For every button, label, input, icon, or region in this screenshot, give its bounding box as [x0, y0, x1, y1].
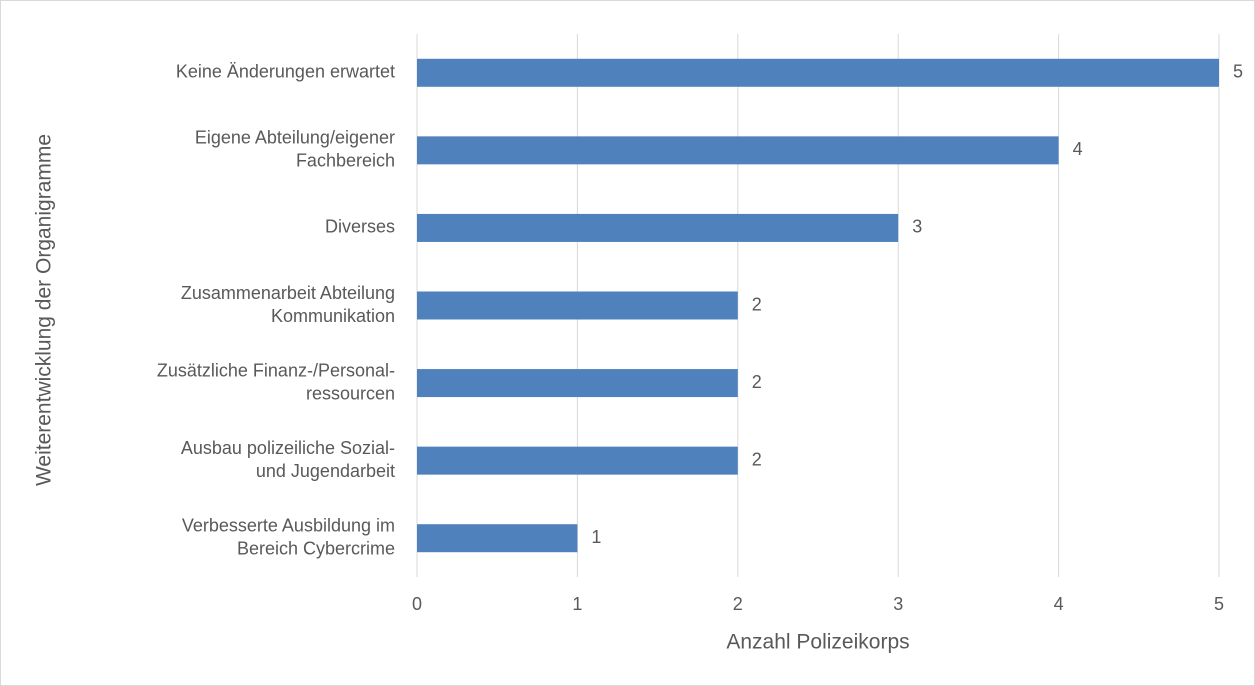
x-axis-title: Anzahl Polizeikorps [726, 631, 909, 654]
x-tick-label: 3 [893, 594, 903, 614]
bar [417, 213, 899, 242]
y-tick-label: Zusammenarbeit Abteilung [181, 283, 395, 303]
y-tick-label: Keine Änderungen erwartet [176, 62, 395, 82]
x-tick-label: 1 [572, 594, 582, 614]
x-tick-label: 4 [1054, 594, 1064, 614]
y-tick-label: ressourcen [306, 383, 395, 403]
value-label: 2 [752, 372, 762, 392]
value-label: 3 [912, 217, 922, 237]
x-tick-label: 5 [1214, 594, 1224, 614]
y-axis-title: Weiterentwicklung der Organigramme [33, 134, 56, 486]
bar [417, 291, 738, 320]
y-tick-label: Verbesserte Ausbildung im [182, 515, 395, 535]
value-label: 2 [752, 449, 762, 469]
y-tick-label: Kommunikation [271, 306, 395, 326]
value-label: 2 [752, 294, 762, 314]
bar [417, 136, 1059, 165]
x-tick-label: 0 [412, 594, 422, 614]
y-tick-label: Zusätzliche Finanz-/Personal- [157, 360, 395, 380]
bar [417, 524, 578, 553]
y-tick-label: und Jugendarbeit [256, 461, 395, 481]
x-tick-label: 2 [733, 594, 743, 614]
value-label: 5 [1233, 62, 1243, 82]
bar [417, 58, 1219, 87]
y-tick-label: Ausbau polizeiliche Sozial- [181, 438, 395, 458]
y-tick-label: Eigene Abteilung/eigener [195, 128, 395, 148]
y-tick-label: Bereich Cybercrime [237, 538, 395, 558]
value-label: 1 [591, 527, 601, 547]
bar [417, 446, 738, 475]
bar [417, 369, 738, 398]
value-label: 4 [1073, 139, 1083, 159]
y-tick-label: Fachbereich [296, 151, 395, 171]
y-tick-label: Diverses [325, 217, 395, 237]
